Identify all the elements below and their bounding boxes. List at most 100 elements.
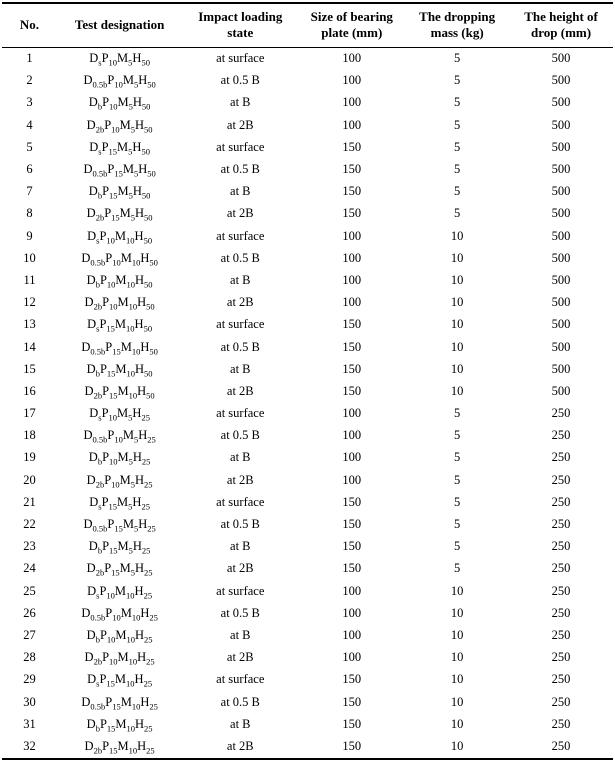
cell-designation: DsP10M10H50 — [87, 228, 153, 246]
cell-loading-state: at 0.5 B — [220, 605, 260, 620]
table-row: 24 D2bP15M5H25 at 2B 150 5 250 — [2, 558, 613, 580]
cell-drop-height: 500 — [551, 383, 571, 398]
table-row: 28 D2bP10M10H25 at 2B 100 10 250 — [2, 647, 613, 669]
table-row: 21 DsP15M5H25 at surface 150 5 250 — [2, 491, 613, 513]
cell-loading-state: at 0.5 B — [220, 162, 260, 177]
cell-plate-size: 150 — [342, 139, 362, 154]
cell-loading-state: at surface — [216, 583, 265, 598]
cell-designation: D2bP15M10H25 — [84, 738, 155, 756]
cell-dropping-mass: 10 — [450, 250, 464, 265]
cell-loading-state: at 0.5 B — [220, 694, 260, 709]
cell-plate-size: 100 — [342, 117, 362, 132]
table-header: No. Test designation Impact loading stat… — [2, 3, 613, 47]
cell-loading-state: at B — [230, 95, 251, 110]
table-row: 10 D0.5bP10M10H50 at 0.5 B 100 10 500 — [2, 247, 613, 269]
table-row: 6 D0.5bP15M5H50 at 0.5 B 150 5 500 — [2, 158, 613, 180]
cell-plate-size: 150 — [342, 738, 362, 753]
cell-loading-state: at 2B — [226, 206, 254, 221]
cell-plate-size: 150 — [342, 539, 362, 554]
cell-no: 22 — [23, 517, 36, 532]
cell-loading-state: at 2B — [226, 650, 254, 665]
cell-designation: DbP15M5H50 — [88, 184, 151, 201]
cell-dropping-mass: 10 — [450, 272, 464, 287]
cell-drop-height: 250 — [551, 716, 571, 731]
cell-dropping-mass: 10 — [450, 295, 464, 310]
table-row: 18 D0.5bP10M5H25 at 0.5 B 100 5 250 — [2, 425, 613, 447]
cell-no: 6 — [26, 162, 33, 177]
cell-plate-size: 100 — [342, 406, 362, 421]
cell-drop-height: 250 — [551, 650, 571, 665]
cell-loading-state: at B — [230, 272, 251, 287]
cell-no: 7 — [26, 184, 33, 199]
table-row: 7 DbP15M5H50 at B 150 5 500 — [2, 181, 613, 203]
table-row: 13 DsP15M10H50 at surface 150 10 500 — [2, 314, 613, 336]
cell-designation: D0.5bP10M10H25 — [81, 605, 158, 623]
cell-plate-size: 150 — [342, 361, 362, 376]
cell-dropping-mass: 5 — [454, 206, 461, 221]
table-row: 4 D2bP10M5H50 at 2B 100 5 500 — [2, 114, 613, 136]
cell-loading-state: at 2B — [226, 383, 254, 398]
cell-drop-height: 500 — [551, 162, 571, 177]
cell-plate-size: 100 — [342, 228, 362, 243]
cell-no: 26 — [23, 605, 36, 620]
cell-designation: DbP10M10H25 — [86, 627, 153, 645]
cell-dropping-mass: 5 — [454, 494, 461, 509]
cell-designation: DbP10M5H25 — [88, 450, 151, 467]
cell-drop-height: 250 — [551, 406, 571, 421]
cell-designation: D0.5bP15M5H50 — [83, 162, 156, 179]
cell-drop-height: 250 — [551, 561, 571, 576]
cell-plate-size: 100 — [342, 450, 362, 465]
cell-no: 28 — [23, 650, 36, 665]
cell-no: 12 — [23, 295, 36, 310]
cell-loading-state: at 0.5 B — [220, 73, 260, 88]
cell-no: 9 — [26, 228, 33, 243]
table-row: 29 DsP15M10H25 at surface 150 10 250 — [2, 669, 613, 691]
column-header-designation: Test designation — [74, 17, 165, 33]
cell-no: 23 — [23, 539, 36, 554]
cell-drop-height: 250 — [551, 627, 571, 642]
cell-designation: D2bP10M5H25 — [86, 472, 153, 490]
cell-drop-height: 500 — [551, 73, 571, 88]
cell-no: 31 — [23, 716, 36, 731]
cell-dropping-mass: 10 — [450, 694, 464, 709]
cell-loading-state: at B — [230, 627, 251, 642]
cell-dropping-mass: 5 — [454, 51, 461, 66]
cell-loading-state: at surface — [216, 672, 265, 687]
cell-loading-state: at 0.5 B — [220, 517, 260, 532]
cell-dropping-mass: 5 — [454, 117, 461, 132]
cell-drop-height: 250 — [551, 472, 571, 487]
cell-dropping-mass: 5 — [454, 139, 461, 154]
cell-no: 17 — [23, 406, 36, 421]
cell-designation: DsP10M5H25 — [89, 406, 150, 423]
table-row: 30 D0.5bP15M10H25 at 0.5 B 150 10 250 — [2, 691, 613, 713]
cell-plate-size: 100 — [342, 51, 362, 66]
cell-designation: D0.5bP15M10H50 — [81, 339, 158, 357]
cell-designation: D0.5bP10M5H50 — [83, 73, 156, 90]
table-row: 32 D2bP15M10H25 at 2B 150 10 250 — [2, 735, 613, 758]
cell-dropping-mass: 10 — [450, 627, 464, 642]
cell-loading-state: at surface — [216, 406, 265, 421]
table-row: 26 D0.5bP10M10H25 at 0.5 B 100 10 250 — [2, 602, 613, 624]
table-body: 1 DsP10M5H50 at surface 100 5 500 2 D0.5bP10M5H… — [2, 47, 613, 759]
table-row: 9 DsP10M10H50 at surface 100 10 500 — [2, 225, 613, 247]
cell-plate-size: 100 — [342, 428, 362, 443]
cell-dropping-mass: 5 — [454, 539, 461, 554]
cell-drop-height: 250 — [551, 428, 571, 443]
cell-loading-state: at B — [230, 539, 251, 554]
cell-plate-size: 150 — [342, 517, 362, 532]
cell-plate-size: 150 — [342, 162, 362, 177]
table-row: 2 D0.5bP10M5H50 at 0.5 B 100 5 500 — [2, 70, 613, 92]
cell-no: 21 — [23, 494, 36, 509]
cell-no: 20 — [23, 472, 36, 487]
cell-plate-size: 150 — [342, 184, 362, 199]
cell-plate-size: 150 — [342, 383, 362, 398]
cell-loading-state: at surface — [216, 139, 265, 154]
cell-loading-state: at surface — [216, 51, 265, 66]
cell-dropping-mass: 10 — [450, 605, 464, 620]
cell-no: 10 — [23, 250, 36, 265]
column-header-state: Impact loading state — [198, 9, 283, 41]
cell-no: 19 — [23, 450, 36, 465]
cell-plate-size: 100 — [342, 250, 362, 265]
table-row: 12 D2bP10M10H50 at 2B 100 10 500 — [2, 292, 613, 314]
cell-loading-state: at surface — [216, 494, 265, 509]
